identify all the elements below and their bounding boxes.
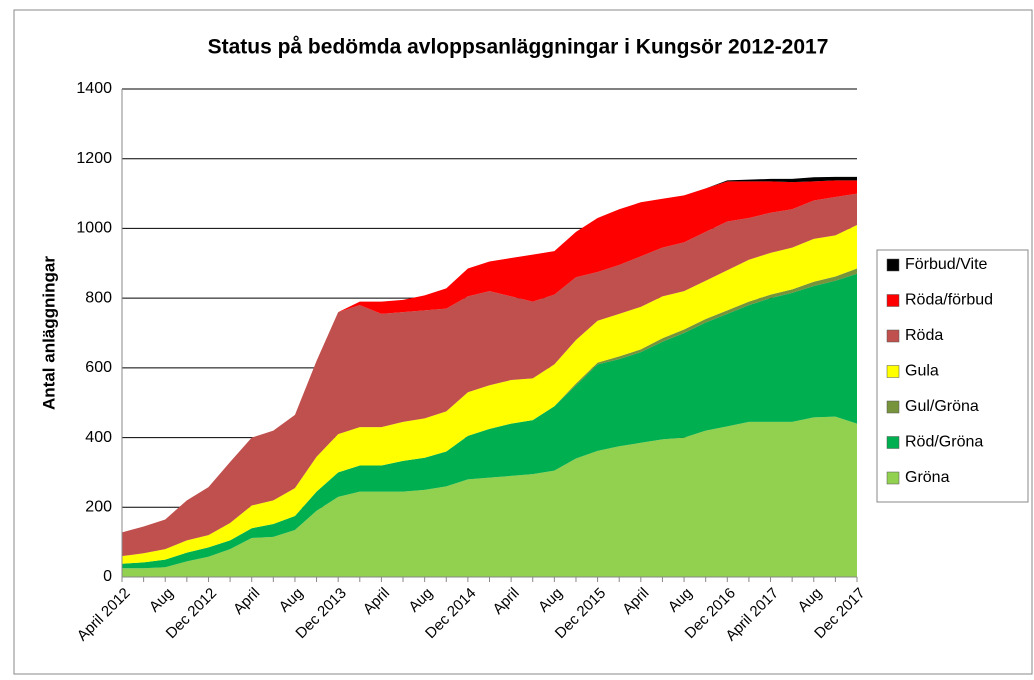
y-tick-label: 1200 <box>76 150 112 167</box>
legend-label: Förbud/Vite <box>905 256 988 273</box>
area <box>122 416 857 577</box>
legend-swatch <box>886 294 900 307</box>
y-tick-label: 0 <box>103 568 112 585</box>
area <box>122 273 857 569</box>
legend-swatch <box>886 400 900 414</box>
y-tick-label: 1000 <box>76 220 112 237</box>
y-tick-label: 200 <box>85 499 112 516</box>
chart-title: Status på bedömda avloppsanläggningar i … <box>208 36 829 59</box>
legend-label: Röda/förbud <box>905 292 993 309</box>
legend-label: Gröna <box>905 469 950 486</box>
y-tick-label: 400 <box>85 429 112 446</box>
legend-swatch <box>886 436 900 449</box>
legend-label: Röda <box>905 327 943 344</box>
legend-label: Gul/Gröna <box>905 398 979 415</box>
y-tick-label: 1400 <box>76 80 112 97</box>
area <box>122 193 857 557</box>
legend-swatch <box>886 471 900 485</box>
legend-label: Röd/Gröna <box>905 434 983 451</box>
legend-swatch <box>886 365 900 378</box>
y-axis-label: Antal anläggningar <box>39 256 58 410</box>
legend-label: Gula <box>905 363 939 380</box>
y-tick-label: 600 <box>85 359 112 376</box>
legend-box <box>876 249 1029 503</box>
y-tick-label: 800 <box>85 289 112 306</box>
area <box>122 224 857 564</box>
legend-swatch <box>886 258 900 272</box>
legend-swatch <box>886 329 900 343</box>
